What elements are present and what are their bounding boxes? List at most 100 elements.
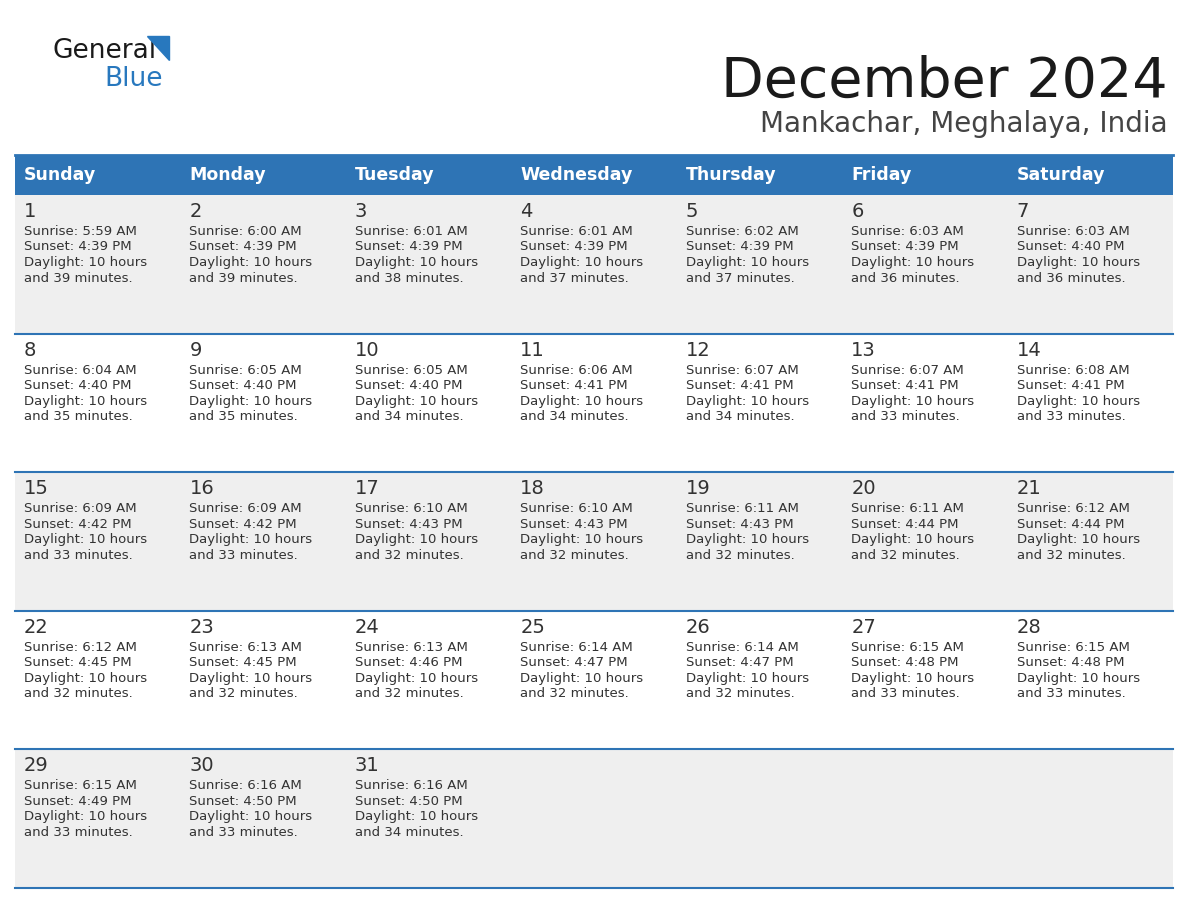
Text: Sunrise: 6:07 AM: Sunrise: 6:07 AM	[685, 364, 798, 376]
Text: December 2024: December 2024	[721, 55, 1168, 109]
Text: Sunset: 4:39 PM: Sunset: 4:39 PM	[685, 241, 794, 253]
Text: and 37 minutes.: and 37 minutes.	[685, 272, 795, 285]
Text: 30: 30	[189, 756, 214, 776]
Text: Daylight: 10 hours: Daylight: 10 hours	[685, 533, 809, 546]
Text: Sunrise: 6:13 AM: Sunrise: 6:13 AM	[355, 641, 468, 654]
Text: Daylight: 10 hours: Daylight: 10 hours	[851, 672, 974, 685]
Text: Sunrise: 6:14 AM: Sunrise: 6:14 AM	[685, 641, 798, 654]
Text: Sunday: Sunday	[24, 166, 96, 184]
Text: and 32 minutes.: and 32 minutes.	[685, 688, 795, 700]
Text: Daylight: 10 hours: Daylight: 10 hours	[355, 256, 478, 269]
Text: Daylight: 10 hours: Daylight: 10 hours	[851, 533, 974, 546]
Text: Thursday: Thursday	[685, 166, 776, 184]
Bar	[15, 155, 181, 195]
Text: Sunrise: 6:02 AM: Sunrise: 6:02 AM	[685, 225, 798, 238]
Text: Sunrise: 6:00 AM: Sunrise: 6:00 AM	[189, 225, 302, 238]
Text: Daylight: 10 hours: Daylight: 10 hours	[520, 395, 644, 408]
Text: Sunrise: 6:01 AM: Sunrise: 6:01 AM	[520, 225, 633, 238]
Text: Wednesday: Wednesday	[520, 166, 633, 184]
Text: and 32 minutes.: and 32 minutes.	[355, 549, 463, 562]
Text: 22: 22	[24, 618, 49, 637]
Text: 1: 1	[24, 202, 37, 221]
Text: 29: 29	[24, 756, 49, 776]
Text: Sunrise: 6:01 AM: Sunrise: 6:01 AM	[355, 225, 468, 238]
Text: and 32 minutes.: and 32 minutes.	[520, 549, 628, 562]
Text: 15: 15	[24, 479, 49, 498]
Text: and 34 minutes.: and 34 minutes.	[355, 826, 463, 839]
Text: Sunset: 4:39 PM: Sunset: 4:39 PM	[189, 241, 297, 253]
Text: Sunrise: 6:12 AM: Sunrise: 6:12 AM	[24, 641, 137, 654]
Text: Sunrise: 6:16 AM: Sunrise: 6:16 AM	[189, 779, 302, 792]
Text: and 33 minutes.: and 33 minutes.	[1017, 688, 1125, 700]
Text: Daylight: 10 hours: Daylight: 10 hours	[685, 395, 809, 408]
Text: Sunset: 4:41 PM: Sunset: 4:41 PM	[851, 379, 959, 392]
Text: Sunset: 4:42 PM: Sunset: 4:42 PM	[189, 518, 297, 531]
Text: Sunset: 4:40 PM: Sunset: 4:40 PM	[355, 379, 462, 392]
Bar	[15, 749, 1173, 888]
Text: Sunrise: 6:11 AM: Sunrise: 6:11 AM	[851, 502, 963, 515]
Text: 4: 4	[520, 202, 532, 221]
Text: Sunset: 4:48 PM: Sunset: 4:48 PM	[851, 656, 959, 669]
Text: Sunset: 4:43 PM: Sunset: 4:43 PM	[355, 518, 462, 531]
Text: Sunrise: 6:15 AM: Sunrise: 6:15 AM	[851, 641, 963, 654]
Text: 23: 23	[189, 618, 214, 637]
Text: Sunrise: 6:03 AM: Sunrise: 6:03 AM	[1017, 225, 1130, 238]
Text: Daylight: 10 hours: Daylight: 10 hours	[851, 395, 974, 408]
Text: Daylight: 10 hours: Daylight: 10 hours	[24, 395, 147, 408]
Text: and 32 minutes.: and 32 minutes.	[355, 688, 463, 700]
Text: General: General	[52, 38, 156, 64]
Text: 21: 21	[1017, 479, 1042, 498]
Text: and 36 minutes.: and 36 minutes.	[1017, 272, 1125, 285]
Text: Sunrise: 6:05 AM: Sunrise: 6:05 AM	[189, 364, 302, 376]
Text: Daylight: 10 hours: Daylight: 10 hours	[189, 533, 312, 546]
Polygon shape	[147, 36, 169, 60]
Text: 11: 11	[520, 341, 545, 360]
Text: Sunrise: 6:10 AM: Sunrise: 6:10 AM	[355, 502, 468, 515]
Text: Blue: Blue	[105, 66, 163, 92]
Text: and 32 minutes.: and 32 minutes.	[520, 688, 628, 700]
Text: Sunset: 4:45 PM: Sunset: 4:45 PM	[24, 656, 132, 669]
Bar	[15, 333, 1173, 472]
Text: and 36 minutes.: and 36 minutes.	[851, 272, 960, 285]
Text: Daylight: 10 hours: Daylight: 10 hours	[24, 811, 147, 823]
Text: Sunrise: 5:59 AM: Sunrise: 5:59 AM	[24, 225, 137, 238]
Text: and 34 minutes.: and 34 minutes.	[355, 410, 463, 423]
Text: Sunset: 4:41 PM: Sunset: 4:41 PM	[685, 379, 794, 392]
Text: Tuesday: Tuesday	[355, 166, 435, 184]
Text: Sunset: 4:40 PM: Sunset: 4:40 PM	[1017, 241, 1124, 253]
Text: 13: 13	[851, 341, 876, 360]
Text: Daylight: 10 hours: Daylight: 10 hours	[355, 672, 478, 685]
Text: and 32 minutes.: and 32 minutes.	[851, 549, 960, 562]
Text: Daylight: 10 hours: Daylight: 10 hours	[1017, 533, 1139, 546]
Text: Daylight: 10 hours: Daylight: 10 hours	[355, 811, 478, 823]
Text: 28: 28	[1017, 618, 1042, 637]
Text: Sunset: 4:43 PM: Sunset: 4:43 PM	[520, 518, 628, 531]
Text: and 33 minutes.: and 33 minutes.	[189, 826, 298, 839]
Text: 17: 17	[355, 479, 380, 498]
Text: 14: 14	[1017, 341, 1042, 360]
Bar	[511, 155, 677, 195]
Text: Sunset: 4:49 PM: Sunset: 4:49 PM	[24, 795, 132, 808]
Text: Daylight: 10 hours: Daylight: 10 hours	[24, 533, 147, 546]
Text: Sunset: 4:40 PM: Sunset: 4:40 PM	[24, 379, 132, 392]
Text: Daylight: 10 hours: Daylight: 10 hours	[685, 672, 809, 685]
Text: Daylight: 10 hours: Daylight: 10 hours	[189, 811, 312, 823]
Text: Sunrise: 6:07 AM: Sunrise: 6:07 AM	[851, 364, 963, 376]
Text: Sunset: 4:40 PM: Sunset: 4:40 PM	[189, 379, 297, 392]
Text: 25: 25	[520, 618, 545, 637]
Text: Sunset: 4:50 PM: Sunset: 4:50 PM	[189, 795, 297, 808]
Text: and 38 minutes.: and 38 minutes.	[355, 272, 463, 285]
Text: Sunrise: 6:09 AM: Sunrise: 6:09 AM	[24, 502, 137, 515]
Text: and 35 minutes.: and 35 minutes.	[189, 410, 298, 423]
Text: Sunset: 4:39 PM: Sunset: 4:39 PM	[851, 241, 959, 253]
Text: Daylight: 10 hours: Daylight: 10 hours	[1017, 672, 1139, 685]
Text: Sunrise: 6:15 AM: Sunrise: 6:15 AM	[1017, 641, 1130, 654]
Text: 18: 18	[520, 479, 545, 498]
Bar	[842, 155, 1007, 195]
Text: and 33 minutes.: and 33 minutes.	[1017, 410, 1125, 423]
Text: and 32 minutes.: and 32 minutes.	[1017, 549, 1125, 562]
Text: Sunset: 4:44 PM: Sunset: 4:44 PM	[1017, 518, 1124, 531]
Text: Sunrise: 6:08 AM: Sunrise: 6:08 AM	[1017, 364, 1130, 376]
Text: Daylight: 10 hours: Daylight: 10 hours	[189, 672, 312, 685]
Text: 19: 19	[685, 479, 710, 498]
